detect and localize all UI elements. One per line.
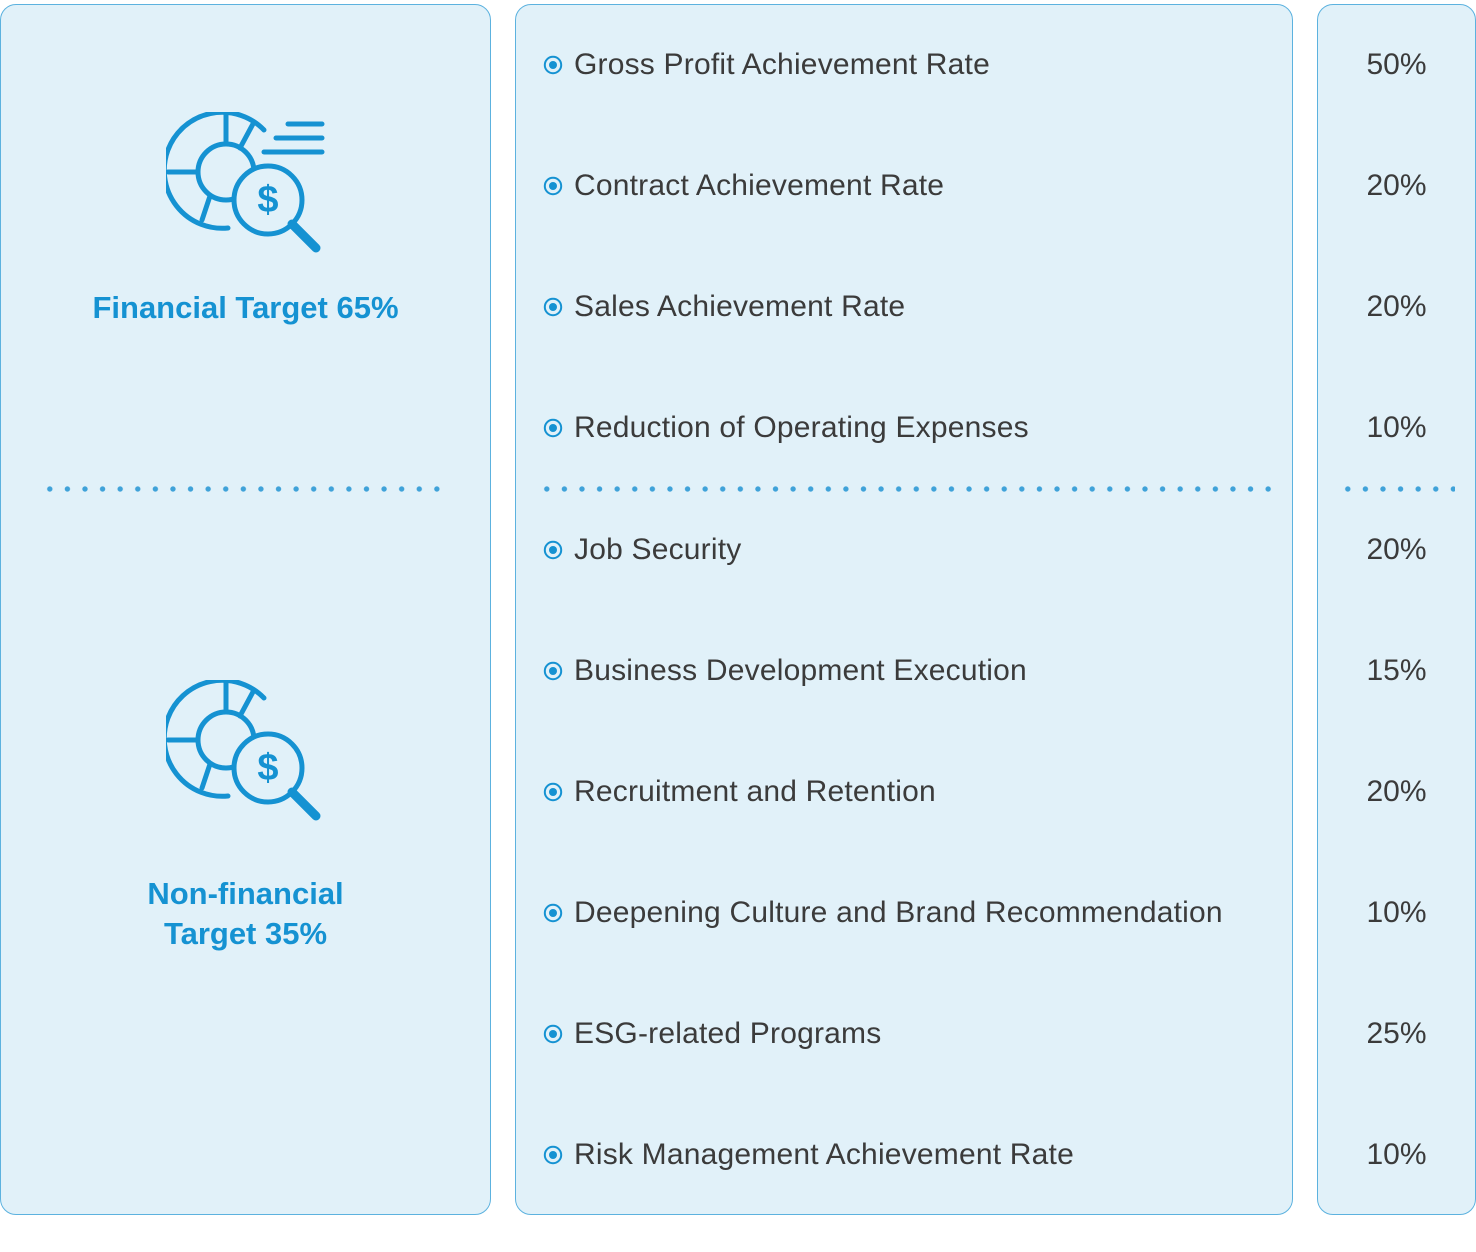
financial-target-label: Financial Target 65%: [92, 290, 399, 325]
dotted-separator: [1339, 486, 1455, 492]
bullet-icon: [543, 661, 563, 681]
dotted-separator: [41, 486, 449, 492]
item-weight: 20%: [1366, 169, 1427, 202]
item-label: Reduction of Operating Expenses: [574, 411, 1029, 444]
item-label: Gross Profit Achievement Rate: [574, 48, 990, 81]
item-row: ESG-related Programs: [543, 1014, 881, 1054]
bullet-icon: [543, 55, 563, 75]
item-weight: 10%: [1366, 411, 1427, 444]
item-label: Risk Management Achievement Rate: [574, 1138, 1074, 1171]
item-row: Business Development Execution: [543, 651, 1027, 691]
bullet-icon: [543, 903, 563, 923]
item-weight: 10%: [1366, 1138, 1427, 1171]
bullet-icon: [543, 540, 563, 560]
item-row: Job Security: [543, 530, 741, 570]
item-weight: 50%: [1366, 48, 1427, 81]
item-label: Deepening Culture and Brand Recommendati…: [574, 896, 1223, 929]
item-label: ESG-related Programs: [574, 1017, 882, 1050]
item-row: Sales Achievement Rate: [543, 287, 905, 327]
item-row: Recruitment and Retention: [543, 772, 936, 812]
bullet-icon: [543, 297, 563, 317]
svg-text:$: $: [257, 747, 278, 789]
item-row: Risk Management Achievement Rate: [543, 1135, 1074, 1175]
bullet-icon: [543, 176, 563, 196]
item-weight: 25%: [1366, 1017, 1427, 1050]
item-weight: 20%: [1366, 290, 1427, 323]
non-financial-target-label: Non-financial Target 35%: [147, 876, 344, 951]
item-row: Gross Profit Achievement Rate: [543, 45, 990, 85]
bullet-icon: [543, 1024, 563, 1044]
financial-analysis-icon: $: [166, 112, 325, 253]
item-weight: 15%: [1366, 654, 1427, 687]
dotted-separator: [538, 486, 1282, 492]
item-label: Job Security: [574, 533, 742, 566]
bullet-icon: [543, 1145, 563, 1165]
bullet-icon: [543, 418, 563, 438]
item-row: Deepening Culture and Brand Recommendati…: [543, 893, 1223, 933]
weights-panel: [1317, 4, 1476, 1215]
item-label: Sales Achievement Rate: [574, 290, 906, 323]
item-row: Contract Achievement Rate: [543, 166, 944, 206]
svg-text:$: $: [257, 179, 278, 221]
item-label: Contract Achievement Rate: [574, 169, 945, 202]
item-row: Reduction of Operating Expenses: [543, 408, 1029, 448]
items-panel: [515, 4, 1293, 1215]
item-weight: 10%: [1366, 896, 1427, 929]
item-weight: 20%: [1366, 775, 1427, 808]
bullet-icon: [543, 782, 563, 802]
item-label: Business Development Execution: [574, 654, 1027, 687]
item-label: Recruitment and Retention: [574, 775, 936, 808]
item-weight: 20%: [1366, 533, 1427, 566]
financial-analysis-icon: $: [166, 680, 321, 821]
